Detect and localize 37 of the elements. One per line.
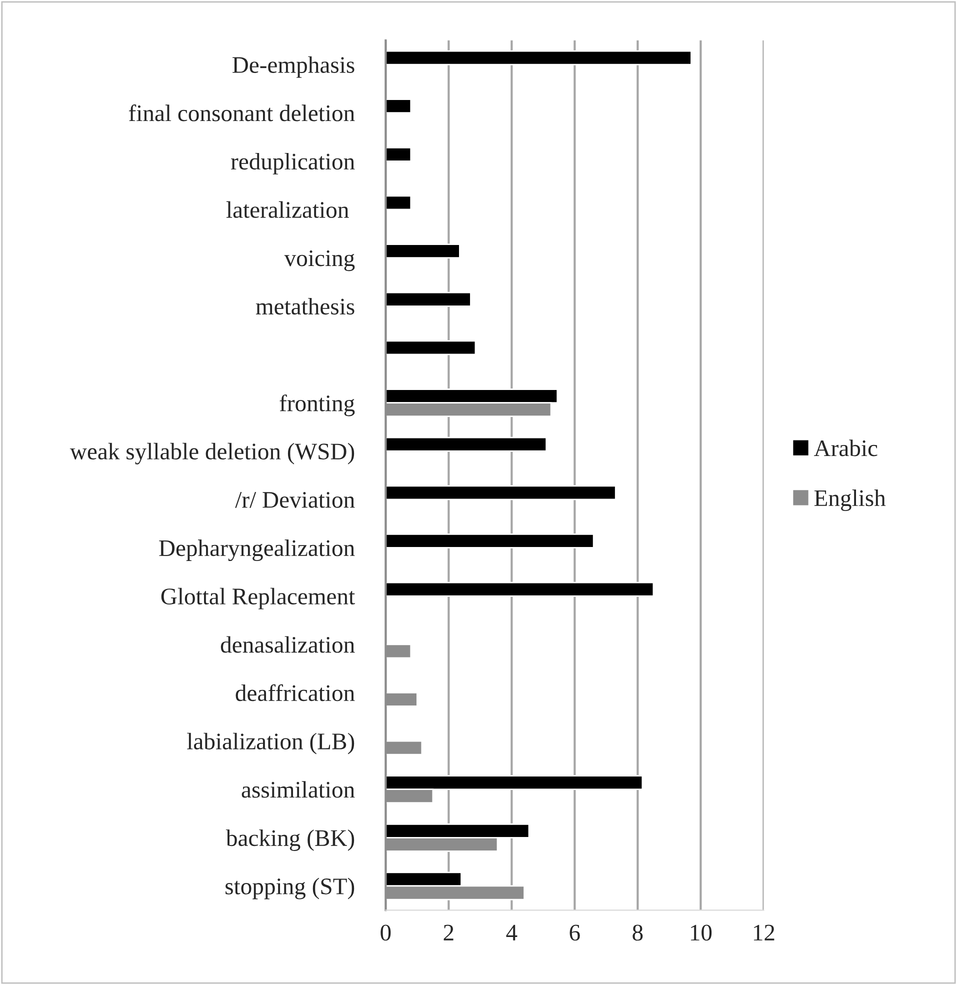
y-tick-label: /r/ Deviation	[235, 492, 355, 508]
y-tick-label: assimilation	[242, 781, 355, 798]
y-tick-label: metathesis	[256, 298, 354, 315]
y-tick-label: deaffrication	[236, 684, 355, 702]
y-tick-label: backing (BK)	[226, 829, 354, 851]
y-tick-label: stopping (ST)	[226, 878, 354, 900]
y-tick-label: reduplication	[231, 152, 355, 174]
y-tick-label: weak syllable deletion (WSD)	[70, 442, 354, 464]
x-tick-label: 6	[570, 924, 580, 941]
y-tick-label: voicing	[284, 250, 355, 272]
bar	[386, 582, 654, 597]
bar	[386, 50, 692, 66]
y-tick-label: lateralization	[226, 201, 349, 218]
x-tick-label: 8	[632, 924, 643, 941]
y-tick-label: De-emphasis	[232, 56, 354, 78]
legend-label: English	[814, 490, 886, 512]
y-tick-label: fronting	[280, 394, 355, 416]
bar	[386, 340, 476, 356]
y-tick-label: Glottal Replacement	[161, 588, 355, 610]
bar	[386, 195, 412, 210]
bar	[386, 534, 594, 548]
y-tick-label: denasalization	[220, 636, 355, 653]
x-tick-label: 0	[380, 924, 391, 941]
y-tick-label: Depharyngealization	[159, 540, 355, 562]
bar	[386, 98, 412, 114]
bar	[386, 436, 548, 452]
legend-label: Arabic	[814, 440, 878, 456]
bar	[386, 292, 472, 307]
bar	[386, 244, 460, 259]
x-tick-label: 10	[690, 924, 712, 941]
y-tick-label: labialization (LB)	[187, 732, 354, 754]
x-tick-label: 4	[506, 924, 518, 940]
x-tick-label: 12	[754, 924, 774, 940]
x-tick-label: 2	[444, 924, 454, 940]
bar	[386, 146, 412, 162]
bar	[386, 485, 616, 500]
y-tick-label: final consonant deletion	[128, 104, 355, 122]
